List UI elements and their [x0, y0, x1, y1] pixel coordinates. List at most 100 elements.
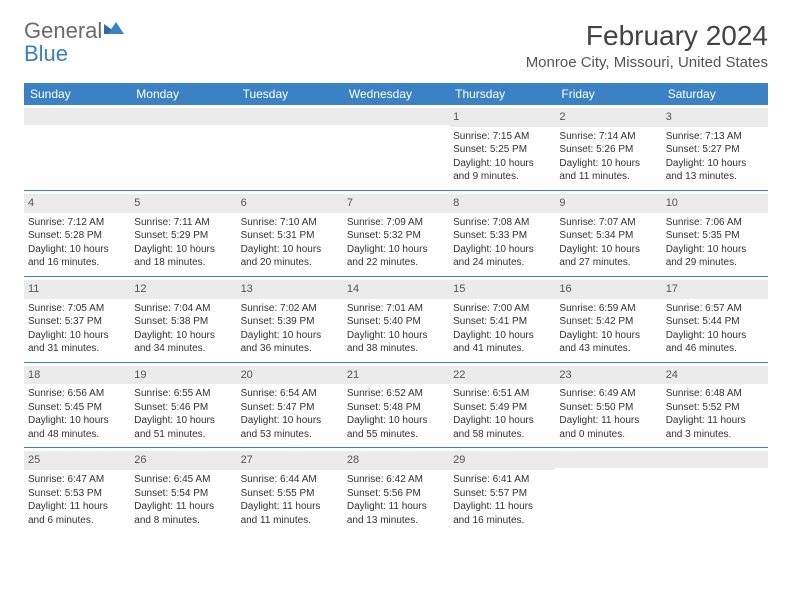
day-number: 7	[347, 197, 353, 209]
day-number-bar: 25	[24, 451, 130, 470]
daylight-text: Daylight: 10 hours and 58 minutes.	[453, 414, 551, 441]
daylight-text: Daylight: 10 hours and 41 minutes.	[453, 329, 551, 356]
sunset-text: Sunset: 5:27 PM	[666, 143, 764, 157]
day-number: 11	[28, 283, 39, 295]
day-number: 8	[453, 197, 459, 209]
brand-part2: Blue	[24, 41, 68, 66]
sunrise-text: Sunrise: 7:00 AM	[453, 302, 551, 316]
sunrise-text: Sunrise: 7:14 AM	[559, 130, 657, 144]
sunset-text: Sunset: 5:53 PM	[28, 487, 126, 501]
sunset-text: Sunset: 5:28 PM	[28, 229, 126, 243]
day-cell: 28Sunrise: 6:42 AMSunset: 5:56 PMDayligh…	[343, 448, 449, 533]
day-cell: 18Sunrise: 6:56 AMSunset: 5:45 PMDayligh…	[24, 363, 130, 448]
sunset-text: Sunset: 5:25 PM	[453, 143, 551, 157]
sunrise-text: Sunrise: 6:51 AM	[453, 387, 551, 401]
day-cell: 23Sunrise: 6:49 AMSunset: 5:50 PMDayligh…	[555, 363, 661, 448]
day-number-bar: 27	[237, 451, 343, 470]
sunset-text: Sunset: 5:26 PM	[559, 143, 657, 157]
day-number: 25	[28, 454, 40, 466]
sunrise-text: Sunrise: 6:45 AM	[134, 473, 232, 487]
day-number: 27	[241, 454, 253, 466]
location-subtitle: Monroe City, Missouri, United States	[526, 54, 768, 71]
daylight-text: Daylight: 11 hours and 16 minutes.	[453, 500, 551, 527]
day-number-bar: 1	[449, 108, 555, 127]
day-number-bar: 11	[24, 280, 130, 299]
month-title: February 2024	[526, 20, 768, 52]
title-block: February 2024 Monroe City, Missouri, Uni…	[526, 20, 768, 71]
day-number: 21	[347, 369, 359, 381]
day-number: 17	[666, 283, 678, 295]
day-number-bar: 22	[449, 366, 555, 385]
sunset-text: Sunset: 5:47 PM	[241, 401, 339, 415]
page-header: General Blue February 2024 Monroe City, …	[24, 20, 768, 71]
day-number-bar	[24, 108, 130, 125]
sunset-text: Sunset: 5:50 PM	[559, 401, 657, 415]
calendar-body: 1 Sunrise: 7:15 AMSunset: 5:25 PM Daylight…	[24, 105, 768, 533]
sunset-text: Sunset: 5:32 PM	[347, 229, 445, 243]
day-cell: 15Sunrise: 7:00 AMSunset: 5:41 PMDayligh…	[449, 277, 555, 362]
day-number: 22	[453, 369, 465, 381]
day-cell: 20Sunrise: 6:54 AMSunset: 5:47 PMDayligh…	[237, 363, 343, 448]
week-row: 18Sunrise: 6:56 AMSunset: 5:45 PMDayligh…	[24, 362, 768, 448]
sunrise-text: Sunrise: 7:06 AM	[666, 216, 764, 230]
sunrise-text: Sunrise: 7:07 AM	[559, 216, 657, 230]
day-cell: 17Sunrise: 6:57 AMSunset: 5:44 PMDayligh…	[662, 277, 768, 362]
brand-part1: General	[24, 18, 102, 43]
sunrise-text: Sunrise: 7:02 AM	[241, 302, 339, 316]
day-cell: 16Sunrise: 6:59 AMSunset: 5:42 PMDayligh…	[555, 277, 661, 362]
day-number-bar: 16	[555, 280, 661, 299]
daylight-text: Daylight: 10 hours and 48 minutes.	[28, 414, 126, 441]
sunset-text: Sunset: 5:37 PM	[28, 315, 126, 329]
logo-triangle-icon	[104, 20, 126, 38]
day-number-bar: 3	[662, 108, 768, 127]
daylight-text: Daylight: 10 hours and 53 minutes.	[241, 414, 339, 441]
day-number-bar	[662, 451, 768, 468]
day-cell: 8Sunrise: 7:08 AMSunset: 5:33 PMDaylight…	[449, 191, 555, 276]
day-number-bar: 6	[237, 194, 343, 213]
day-cell: 29Sunrise: 6:41 AMSunset: 5:57 PMDayligh…	[449, 448, 555, 533]
daylight-text: Daylight: 10 hours and 43 minutes.	[559, 329, 657, 356]
daylight-text: Daylight: 11 hours and 11 minutes.	[241, 500, 339, 527]
day-number-bar: 20	[237, 366, 343, 385]
day-cell	[343, 105, 449, 190]
day-number: 24	[666, 369, 678, 381]
day-number-bar	[237, 108, 343, 125]
day-cell: 1Sunrise: 7:15 AMSunset: 5:25 PMDaylight…	[449, 105, 555, 190]
sunset-text: Sunset: 5:38 PM	[134, 315, 232, 329]
daylight-text: Daylight: 10 hours and 18 minutes.	[134, 243, 232, 270]
day-cell	[130, 105, 236, 190]
daylight-text: Daylight: 10 hours and 11 minutes.	[559, 157, 657, 184]
weekday-header: Wednesday	[343, 83, 449, 105]
sunrise-text: Sunrise: 6:59 AM	[559, 302, 657, 316]
day-number-bar: 8	[449, 194, 555, 213]
daylight-text: Daylight: 11 hours and 8 minutes.	[134, 500, 232, 527]
day-number: 15	[453, 283, 465, 295]
sunset-text: Sunset: 5:57 PM	[453, 487, 551, 501]
day-cell: 7Sunrise: 7:09 AMSunset: 5:32 PMDaylight…	[343, 191, 449, 276]
daylight-text: Daylight: 10 hours and 51 minutes.	[134, 414, 232, 441]
day-number-bar: 10	[662, 194, 768, 213]
day-number-bar	[130, 108, 236, 125]
daylight-text: Daylight: 11 hours and 6 minutes.	[28, 500, 126, 527]
sunrise-text: Sunrise: 7:10 AM	[241, 216, 339, 230]
day-cell: 11Sunrise: 7:05 AMSunset: 5:37 PMDayligh…	[24, 277, 130, 362]
sunset-text: Sunset: 5:31 PM	[241, 229, 339, 243]
day-cell: 13Sunrise: 7:02 AMSunset: 5:39 PMDayligh…	[237, 277, 343, 362]
weekday-header: Saturday	[662, 83, 768, 105]
sunrise-text: Sunrise: 6:44 AM	[241, 473, 339, 487]
day-number: 16	[559, 283, 571, 295]
sunrise-text: Sunrise: 7:15 AM	[453, 130, 551, 144]
week-row: 11Sunrise: 7:05 AMSunset: 5:37 PMDayligh…	[24, 276, 768, 362]
day-cell: 19Sunrise: 6:55 AMSunset: 5:46 PMDayligh…	[130, 363, 236, 448]
day-number: 5	[134, 197, 140, 209]
day-number: 14	[347, 283, 359, 295]
daylight-text: Daylight: 10 hours and 29 minutes.	[666, 243, 764, 270]
sunset-text: Sunset: 5:56 PM	[347, 487, 445, 501]
day-cell: 5Sunrise: 7:11 AMSunset: 5:29 PMDaylight…	[130, 191, 236, 276]
day-cell: 3Sunrise: 7:13 AMSunset: 5:27 PMDaylight…	[662, 105, 768, 190]
weekday-header: Thursday	[449, 83, 555, 105]
sunset-text: Sunset: 5:54 PM	[134, 487, 232, 501]
daylight-text: Daylight: 10 hours and 16 minutes.	[28, 243, 126, 270]
sunset-text: Sunset: 5:35 PM	[666, 229, 764, 243]
day-number-bar: 29	[449, 451, 555, 470]
